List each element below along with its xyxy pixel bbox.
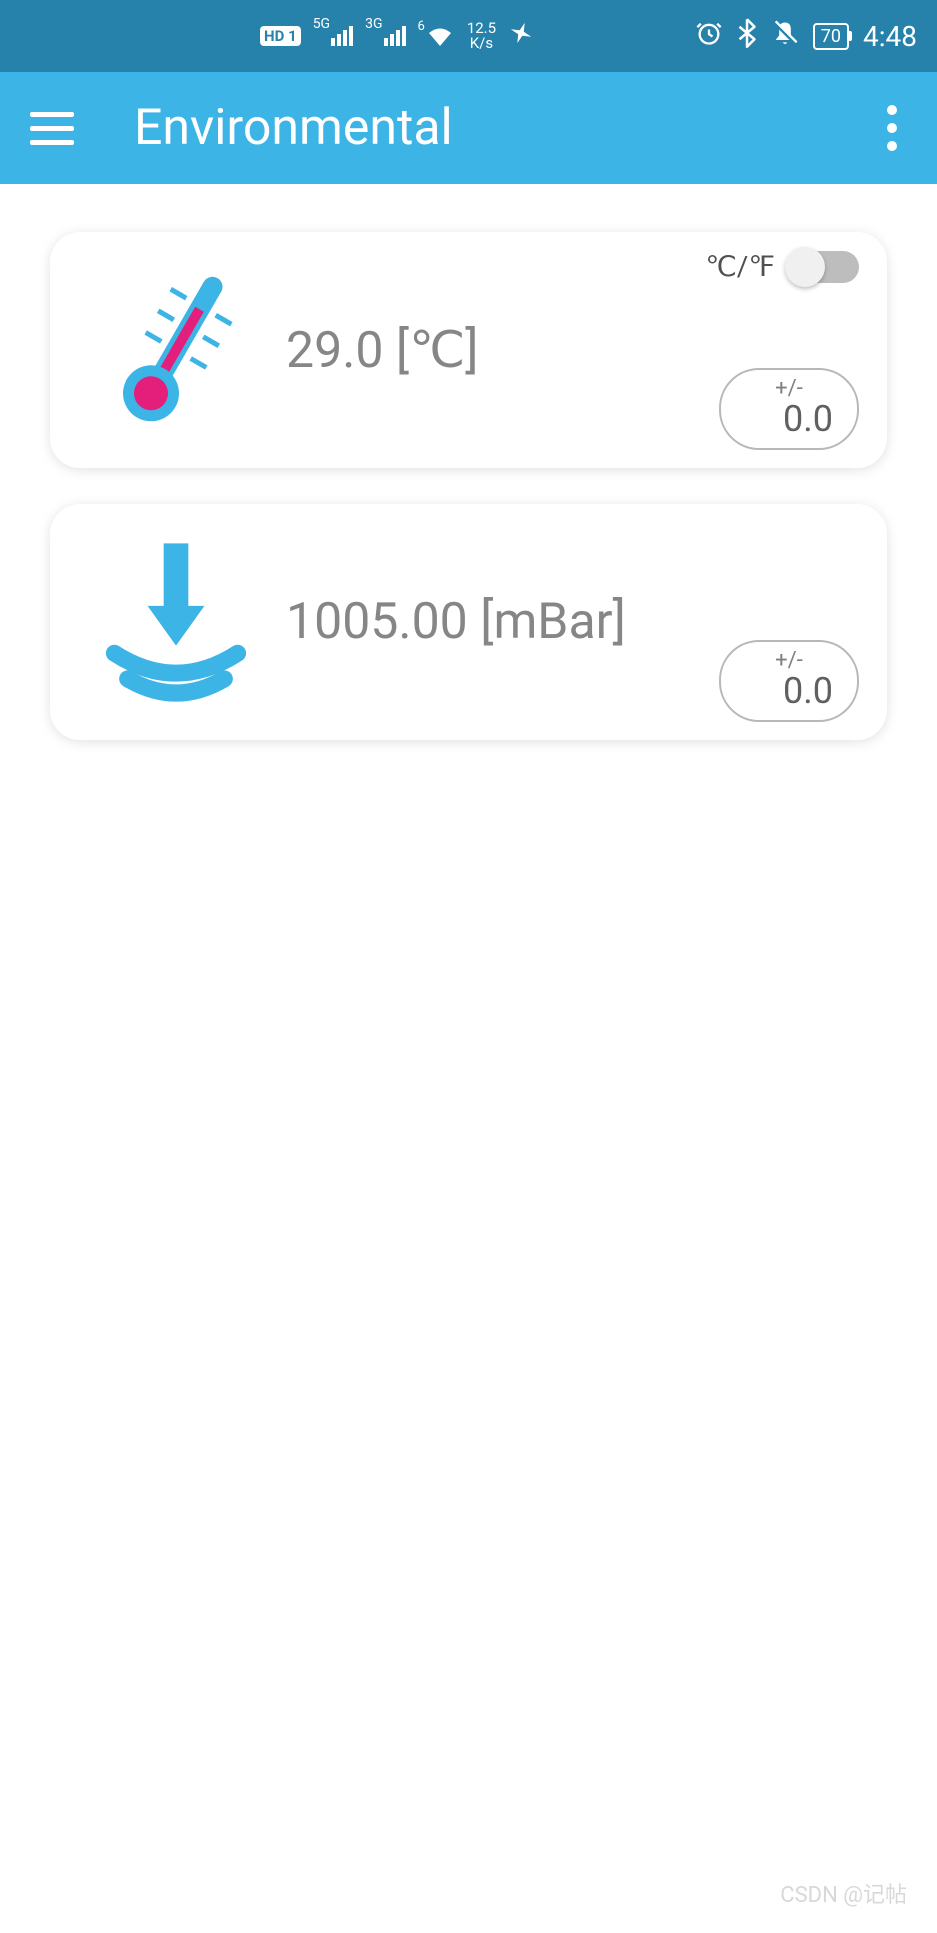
battery-level: 70 — [821, 26, 841, 47]
wifi-num: 6 — [418, 19, 425, 34]
signal-3g-label: 3G — [365, 16, 382, 32]
unit-switch[interactable] — [789, 251, 859, 283]
bluetooth-icon — [737, 18, 757, 54]
temperature-card: ℃/℉ — [50, 232, 887, 468]
speed-indicator: 12.5 K/s — [467, 21, 496, 51]
bell-mute-icon — [771, 19, 799, 53]
signal-5g-label: 5G — [313, 16, 330, 32]
alarm-icon — [695, 19, 723, 53]
hd-badge: HD 1 — [260, 26, 301, 46]
page-title: Environmental — [134, 99, 453, 157]
signal-3g: 3G — [365, 26, 405, 46]
content-area: ℃/℉ — [0, 184, 937, 824]
battery-indicator: 70 — [813, 23, 849, 50]
airplane-icon — [508, 20, 534, 52]
status-bar: HD 1 5G 3G 6 12.5 K/s — [0, 0, 937, 72]
thermometer-icon — [86, 260, 266, 440]
offset-value: 0.0 — [783, 398, 833, 440]
temperature-reading: 29.0 [℃] — [286, 321, 479, 380]
more-menu-icon[interactable] — [887, 105, 897, 151]
offset-label: +/- — [745, 378, 833, 400]
status-left: HD 1 5G 3G 6 12.5 K/s — [260, 20, 534, 52]
pressure-card: 1005.00 [mBar] +/- 0.0 — [50, 504, 887, 740]
unit-toggle: ℃/℉ — [705, 250, 859, 283]
wifi-icon: 6 — [418, 24, 455, 48]
hamburger-menu-icon[interactable] — [30, 112, 74, 145]
switch-knob — [785, 247, 825, 287]
app-bar: Environmental — [0, 72, 937, 184]
temperature-offset[interactable]: +/- 0.0 — [719, 368, 859, 450]
pressure-icon — [86, 532, 266, 712]
offset-label: +/- — [745, 650, 833, 672]
pressure-reading: 1005.00 [mBar] — [286, 593, 626, 651]
status-right: 70 4:48 — [695, 18, 917, 54]
pressure-offset[interactable]: +/- 0.0 — [719, 640, 859, 722]
watermark: CSDN @记帖 — [780, 1877, 907, 1909]
signal-5g: 5G — [313, 26, 353, 46]
unit-toggle-label: ℃/℉ — [705, 250, 775, 283]
offset-value: 0.0 — [783, 670, 833, 712]
speed-unit: K/s — [470, 36, 493, 51]
clock-time: 4:48 — [863, 20, 917, 53]
